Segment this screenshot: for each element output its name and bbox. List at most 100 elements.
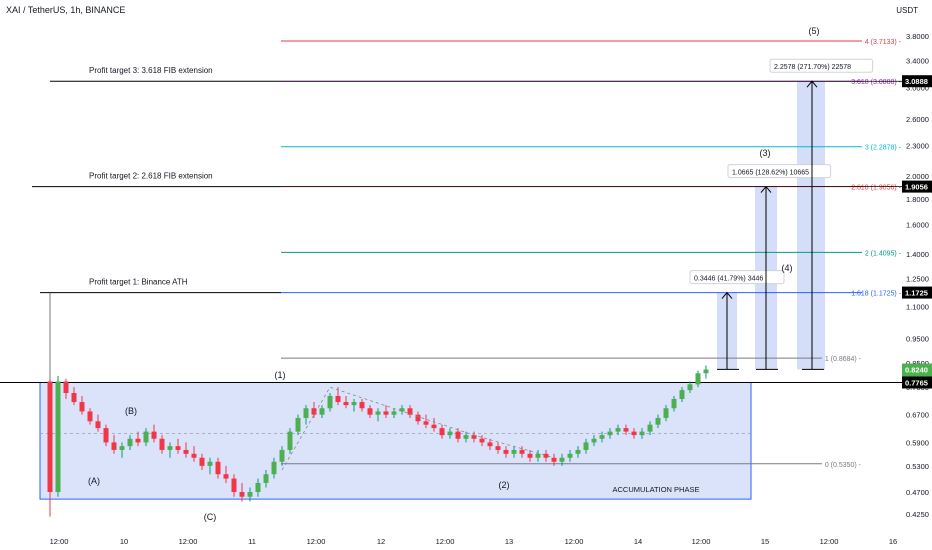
price-axis-tick: 1.1000	[906, 302, 929, 311]
price-tag-text: 0.7765	[905, 378, 928, 387]
candle-body	[455, 431, 461, 439]
candle-body	[543, 453, 549, 458]
candle-body	[343, 402, 349, 406]
candle-body	[303, 408, 309, 418]
time-axis-tick: 12:00	[565, 537, 584, 546]
candle-body	[375, 411, 381, 415]
fib-level-label: 3 (2.2878) -	[865, 145, 902, 152]
projection-label-box	[769, 58, 874, 73]
candle-body	[47, 381, 53, 493]
candle-body	[519, 449, 525, 454]
candle-body	[431, 424, 437, 429]
price-tag-text: 3.0888	[905, 77, 928, 86]
candle-body	[135, 438, 141, 443]
currency-label: USDT	[896, 6, 918, 15]
candle-body	[679, 390, 685, 399]
price-tag-box	[902, 75, 932, 88]
candle-body	[359, 402, 365, 409]
candle-body	[263, 474, 269, 483]
candle-body	[71, 392, 77, 403]
time-axis-tick: 12:00	[436, 537, 455, 546]
projection-label-box	[727, 164, 832, 179]
price-axis-tick: 0.4700	[906, 488, 929, 497]
candle-body	[615, 428, 621, 432]
symbol-header: XAI / TetherUS, 1h, BINANCE	[6, 5, 126, 15]
candle-body	[159, 438, 165, 450]
candle-body	[631, 431, 637, 436]
candle-body	[487, 442, 493, 447]
candle-body	[383, 411, 389, 415]
arrow-head	[760, 185, 772, 193]
candle-body	[407, 408, 413, 415]
candle-body	[239, 492, 245, 497]
candle-body	[63, 381, 69, 393]
candle-body	[143, 431, 149, 443]
candle-body	[591, 438, 597, 443]
time-axis-tick: 10	[120, 537, 128, 546]
price-axis-tick: 0.9500	[906, 334, 929, 343]
candle-body	[199, 457, 205, 466]
candle-body	[647, 424, 653, 432]
candle-body	[183, 449, 189, 454]
candle-body	[79, 402, 85, 412]
candle-body	[495, 446, 501, 450]
price-tag-text: 1.1725	[905, 289, 928, 298]
candle-body	[567, 453, 573, 458]
projection-label-box	[689, 270, 785, 285]
price-axis-tick: 2.3000	[906, 142, 929, 151]
time-axis-tick: 11	[248, 537, 256, 546]
price-tag-text: 0.8240	[905, 366, 928, 375]
candle-body	[351, 402, 357, 406]
candle-body	[255, 482, 261, 493]
candle-body	[527, 453, 533, 458]
time-axis-tick: 12	[377, 537, 385, 546]
candle-body	[511, 449, 517, 454]
wave-label: (3)	[760, 148, 771, 158]
fib-level-label: 0 (0.5350) -	[825, 462, 862, 469]
price-axis-tick: 0.4250	[906, 510, 929, 519]
price-axis-tick: 1.8000	[906, 195, 929, 204]
wave-label: (A)	[88, 476, 100, 486]
projection-label: 1.0665 (128.62%) 10665	[732, 170, 809, 177]
arrow-head	[721, 291, 733, 299]
price-axis-tick: 3.4000	[906, 56, 929, 65]
candles-group	[47, 365, 709, 517]
target-label: Profit target 2: 2.618 FIB extension	[89, 172, 213, 181]
candle-body	[671, 398, 677, 409]
candle-body	[215, 461, 221, 475]
price-axis-tick: 3.8000	[906, 32, 929, 41]
candle-body	[367, 408, 373, 415]
candle-body	[319, 408, 325, 415]
price-tag-box	[902, 286, 932, 299]
time-axis-tick: 12:00	[692, 537, 711, 546]
candle-body	[423, 421, 429, 425]
candle-body	[447, 431, 453, 436]
candle-body	[271, 461, 277, 475]
accumulation-box	[39, 381, 752, 500]
candle-body	[703, 369, 709, 374]
candle-body	[399, 408, 405, 412]
candle-body	[463, 435, 469, 439]
price-axis-tick: 0.5900	[906, 438, 929, 447]
candle-body	[55, 381, 61, 493]
candle-body	[111, 442, 117, 450]
price-axis-tick: 1.4000	[906, 250, 929, 259]
time-axis-tick: 12:00	[50, 537, 69, 546]
candle-body	[223, 474, 229, 479]
wave-label: (4)	[782, 263, 793, 273]
price-axis-tick: 2.6000	[906, 115, 929, 124]
arrow-head	[806, 80, 818, 88]
price-tag-box	[902, 376, 932, 389]
candle-body	[663, 408, 669, 418]
candle-body	[279, 449, 285, 462]
projection-label: 2.2578 (271.70%) 22578	[774, 64, 851, 71]
candle-body	[287, 431, 293, 450]
candle-body	[583, 442, 589, 450]
price-axis-tick: 3.0000	[906, 84, 929, 93]
candle-body	[295, 417, 301, 432]
time-axis-tick: 12:00	[179, 537, 198, 546]
candle-body	[623, 428, 629, 432]
target-label: Profit target 3: 3.618 FIB extension	[89, 66, 213, 75]
candle-body	[335, 395, 341, 403]
